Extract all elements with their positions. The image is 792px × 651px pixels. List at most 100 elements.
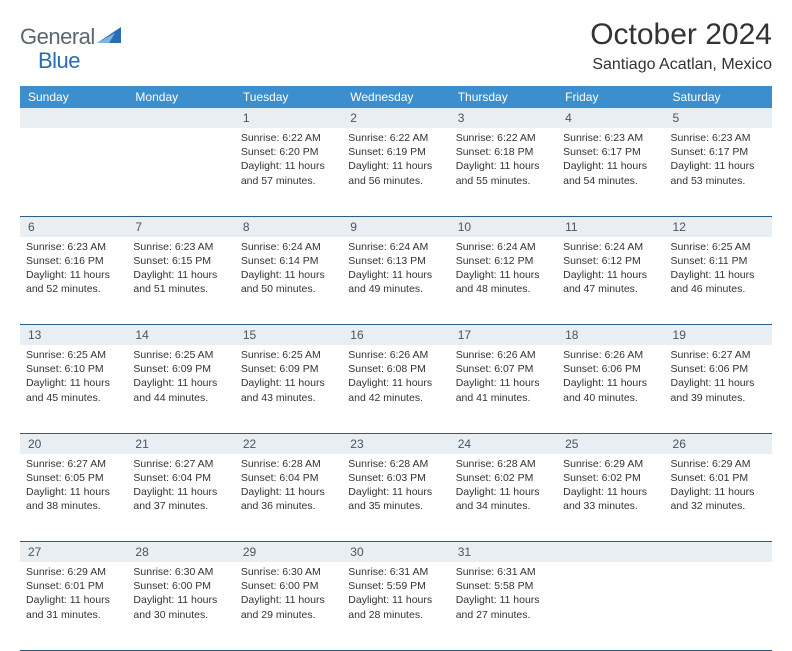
day-number bbox=[127, 108, 234, 114]
day-details: Sunrise: 6:29 AMSunset: 6:02 PMDaylight:… bbox=[557, 454, 664, 520]
day-details: Sunrise: 6:23 AMSunset: 6:17 PMDaylight:… bbox=[557, 128, 664, 194]
calendar-daynum-row: 20212223242526 bbox=[20, 433, 772, 454]
day-number: 16 bbox=[342, 325, 449, 345]
calendar-daynum-cell: 2 bbox=[342, 108, 449, 128]
calendar-day-cell: Sunrise: 6:23 AMSunset: 6:17 PMDaylight:… bbox=[665, 128, 772, 216]
day-number: 2 bbox=[342, 108, 449, 128]
day-details: Sunrise: 6:24 AMSunset: 6:12 PMDaylight:… bbox=[450, 237, 557, 303]
calendar-day-cell: Sunrise: 6:22 AMSunset: 6:18 PMDaylight:… bbox=[450, 128, 557, 216]
calendar-day-cell: Sunrise: 6:24 AMSunset: 6:14 PMDaylight:… bbox=[235, 237, 342, 325]
day-details: Sunrise: 6:26 AMSunset: 6:07 PMDaylight:… bbox=[450, 345, 557, 411]
calendar-daynum-cell: 14 bbox=[127, 325, 234, 346]
calendar-daynum-row: 12345 bbox=[20, 108, 772, 128]
day-details: Sunrise: 6:22 AMSunset: 6:18 PMDaylight:… bbox=[450, 128, 557, 194]
calendar-daynum-cell: 28 bbox=[127, 542, 234, 563]
calendar-day-cell: Sunrise: 6:25 AMSunset: 6:09 PMDaylight:… bbox=[235, 345, 342, 433]
calendar-day-cell: Sunrise: 6:31 AMSunset: 5:58 PMDaylight:… bbox=[450, 562, 557, 650]
calendar-daynum-cell: 12 bbox=[665, 216, 772, 237]
calendar-daynum-cell: 25 bbox=[557, 433, 664, 454]
calendar-content-row: Sunrise: 6:22 AMSunset: 6:20 PMDaylight:… bbox=[20, 128, 772, 216]
calendar-day-cell: Sunrise: 6:24 AMSunset: 6:12 PMDaylight:… bbox=[557, 237, 664, 325]
calendar-daynum-cell: 6 bbox=[20, 216, 127, 237]
day-number bbox=[665, 542, 772, 548]
calendar-daynum-cell: 5 bbox=[665, 108, 772, 128]
calendar-header-row: SundayMondayTuesdayWednesdayThursdayFrid… bbox=[20, 86, 772, 108]
day-details: Sunrise: 6:29 AMSunset: 6:01 PMDaylight:… bbox=[20, 562, 127, 628]
calendar-day-cell: Sunrise: 6:23 AMSunset: 6:16 PMDaylight:… bbox=[20, 237, 127, 325]
brand-name-b: Blue bbox=[38, 48, 80, 73]
calendar-day-cell: Sunrise: 6:26 AMSunset: 6:06 PMDaylight:… bbox=[557, 345, 664, 433]
calendar-daynum-cell: 26 bbox=[665, 433, 772, 454]
day-details: Sunrise: 6:26 AMSunset: 6:06 PMDaylight:… bbox=[557, 345, 664, 411]
day-number: 10 bbox=[450, 217, 557, 237]
calendar-day-cell: Sunrise: 6:23 AMSunset: 6:15 PMDaylight:… bbox=[127, 237, 234, 325]
calendar-day-cell: Sunrise: 6:29 AMSunset: 6:02 PMDaylight:… bbox=[557, 454, 664, 542]
calendar-day-cell: Sunrise: 6:26 AMSunset: 6:07 PMDaylight:… bbox=[450, 345, 557, 433]
day-details: Sunrise: 6:25 AMSunset: 6:10 PMDaylight:… bbox=[20, 345, 127, 411]
calendar-daynum-cell: 16 bbox=[342, 325, 449, 346]
calendar-daynum-cell: 17 bbox=[450, 325, 557, 346]
day-details: Sunrise: 6:30 AMSunset: 6:00 PMDaylight:… bbox=[235, 562, 342, 628]
day-number: 22 bbox=[235, 434, 342, 454]
calendar-daynum-row: 6789101112 bbox=[20, 216, 772, 237]
calendar-day-cell: Sunrise: 6:30 AMSunset: 6:00 PMDaylight:… bbox=[127, 562, 234, 650]
day-details: Sunrise: 6:25 AMSunset: 6:09 PMDaylight:… bbox=[127, 345, 234, 411]
day-number: 7 bbox=[127, 217, 234, 237]
calendar-daynum-cell: 4 bbox=[557, 108, 664, 128]
calendar-daynum-cell: 9 bbox=[342, 216, 449, 237]
calendar-daynum-cell: 23 bbox=[342, 433, 449, 454]
day-number: 8 bbox=[235, 217, 342, 237]
day-details: Sunrise: 6:27 AMSunset: 6:06 PMDaylight:… bbox=[665, 345, 772, 411]
day-details: Sunrise: 6:28 AMSunset: 6:03 PMDaylight:… bbox=[342, 454, 449, 520]
calendar-day-cell: Sunrise: 6:22 AMSunset: 6:20 PMDaylight:… bbox=[235, 128, 342, 216]
day-number: 31 bbox=[450, 542, 557, 562]
day-details: Sunrise: 6:22 AMSunset: 6:20 PMDaylight:… bbox=[235, 128, 342, 194]
calendar-daynum-row: 13141516171819 bbox=[20, 325, 772, 346]
day-details: Sunrise: 6:28 AMSunset: 6:02 PMDaylight:… bbox=[450, 454, 557, 520]
calendar-header-cell: Monday bbox=[127, 86, 234, 108]
page-title: October 2024 bbox=[590, 18, 772, 52]
calendar-day-cell: Sunrise: 6:26 AMSunset: 6:08 PMDaylight:… bbox=[342, 345, 449, 433]
calendar-daynum-cell: 21 bbox=[127, 433, 234, 454]
calendar-content-row: Sunrise: 6:27 AMSunset: 6:05 PMDaylight:… bbox=[20, 454, 772, 542]
title-block: October 2024 Santiago Acatlan, Mexico bbox=[590, 18, 772, 74]
calendar-daynum-cell: 3 bbox=[450, 108, 557, 128]
calendar-daynum-cell: 18 bbox=[557, 325, 664, 346]
brand-name-a: General bbox=[20, 24, 95, 50]
day-number: 19 bbox=[665, 325, 772, 345]
calendar-daynum-cell: 7 bbox=[127, 216, 234, 237]
day-details: Sunrise: 6:25 AMSunset: 6:11 PMDaylight:… bbox=[665, 237, 772, 303]
day-details: Sunrise: 6:30 AMSunset: 6:00 PMDaylight:… bbox=[127, 562, 234, 628]
calendar-daynum-cell: 1 bbox=[235, 108, 342, 128]
day-details: Sunrise: 6:23 AMSunset: 6:16 PMDaylight:… bbox=[20, 237, 127, 303]
calendar-day-cell bbox=[557, 562, 664, 650]
calendar-header-cell: Friday bbox=[557, 86, 664, 108]
calendar-daynum-cell: 29 bbox=[235, 542, 342, 563]
day-number: 21 bbox=[127, 434, 234, 454]
day-number: 26 bbox=[665, 434, 772, 454]
calendar-table: SundayMondayTuesdayWednesdayThursdayFrid… bbox=[20, 86, 772, 651]
calendar-header-cell: Sunday bbox=[20, 86, 127, 108]
day-number: 18 bbox=[557, 325, 664, 345]
calendar-header-cell: Saturday bbox=[665, 86, 772, 108]
calendar-daynum-cell: 13 bbox=[20, 325, 127, 346]
day-number: 14 bbox=[127, 325, 234, 345]
calendar-day-cell: Sunrise: 6:30 AMSunset: 6:00 PMDaylight:… bbox=[235, 562, 342, 650]
day-number: 29 bbox=[235, 542, 342, 562]
calendar-day-cell bbox=[20, 128, 127, 216]
day-number: 13 bbox=[20, 325, 127, 345]
day-number bbox=[20, 108, 127, 114]
calendar-day-cell: Sunrise: 6:25 AMSunset: 6:10 PMDaylight:… bbox=[20, 345, 127, 433]
calendar-day-cell: Sunrise: 6:29 AMSunset: 6:01 PMDaylight:… bbox=[20, 562, 127, 650]
calendar-body: 12345Sunrise: 6:22 AMSunset: 6:20 PMDayl… bbox=[20, 108, 772, 650]
calendar-content-row: Sunrise: 6:29 AMSunset: 6:01 PMDaylight:… bbox=[20, 562, 772, 650]
calendar-day-cell: Sunrise: 6:27 AMSunset: 6:04 PMDaylight:… bbox=[127, 454, 234, 542]
day-details: Sunrise: 6:27 AMSunset: 6:04 PMDaylight:… bbox=[127, 454, 234, 520]
day-number: 30 bbox=[342, 542, 449, 562]
day-number: 5 bbox=[665, 108, 772, 128]
calendar-day-cell bbox=[127, 128, 234, 216]
day-number: 17 bbox=[450, 325, 557, 345]
calendar-daynum-cell bbox=[557, 542, 664, 563]
day-details: Sunrise: 6:24 AMSunset: 6:13 PMDaylight:… bbox=[342, 237, 449, 303]
calendar-daynum-cell: 19 bbox=[665, 325, 772, 346]
